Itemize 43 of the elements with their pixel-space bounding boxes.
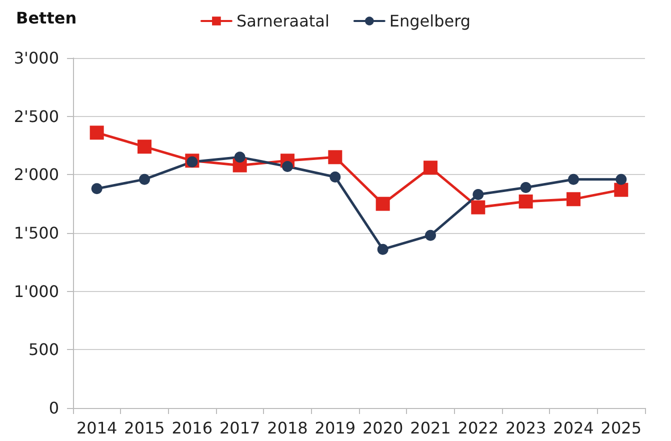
y-tick-label: 3'000: [14, 48, 59, 68]
x-tick-label: 2014: [76, 418, 118, 438]
point: [282, 161, 293, 172]
point: [424, 160, 438, 175]
x-tick-label: 2025: [600, 418, 642, 438]
point: [614, 182, 628, 197]
x-tick-label: 2017: [219, 418, 260, 438]
point: [139, 174, 150, 185]
point: [472, 189, 484, 200]
point: [471, 200, 486, 214]
x-tick-label: 2016: [172, 418, 213, 438]
point: [566, 192, 580, 206]
point: [377, 244, 388, 255]
legend-label: Sarneraatal: [236, 12, 330, 30]
point: [568, 174, 579, 185]
point: [330, 172, 341, 182]
x-tick-label: 2015: [124, 418, 165, 438]
point: [138, 140, 152, 154]
point: [328, 150, 342, 164]
point: [520, 182, 532, 193]
y-tick-label: 500: [28, 340, 59, 360]
point: [90, 126, 104, 140]
point: [234, 152, 246, 163]
x-tick-label: 2020: [362, 418, 404, 438]
y-tick-label: 0: [48, 398, 59, 418]
legend-label: Engelberg: [389, 12, 471, 30]
x-tick-label: 2023: [505, 418, 546, 438]
point: [616, 174, 627, 185]
x-tick-label: 2021: [410, 418, 451, 438]
point: [186, 156, 198, 168]
y-tick-label: 2'500: [14, 106, 59, 126]
point: [376, 196, 390, 211]
x-tick-label: 2024: [553, 418, 594, 438]
x-tick-label: 2019: [314, 418, 356, 438]
point: [91, 183, 102, 194]
x-tick-label: 2022: [458, 418, 499, 438]
y-tick-label: 2'000: [14, 165, 59, 184]
y-axis-title: Betten: [16, 8, 77, 28]
y-tick-label: 1'500: [14, 224, 59, 242]
point: [518, 194, 533, 208]
x-tick-label: 2018: [267, 418, 308, 438]
point: [425, 230, 436, 241]
y-tick-label: 1'000: [14, 282, 59, 301]
